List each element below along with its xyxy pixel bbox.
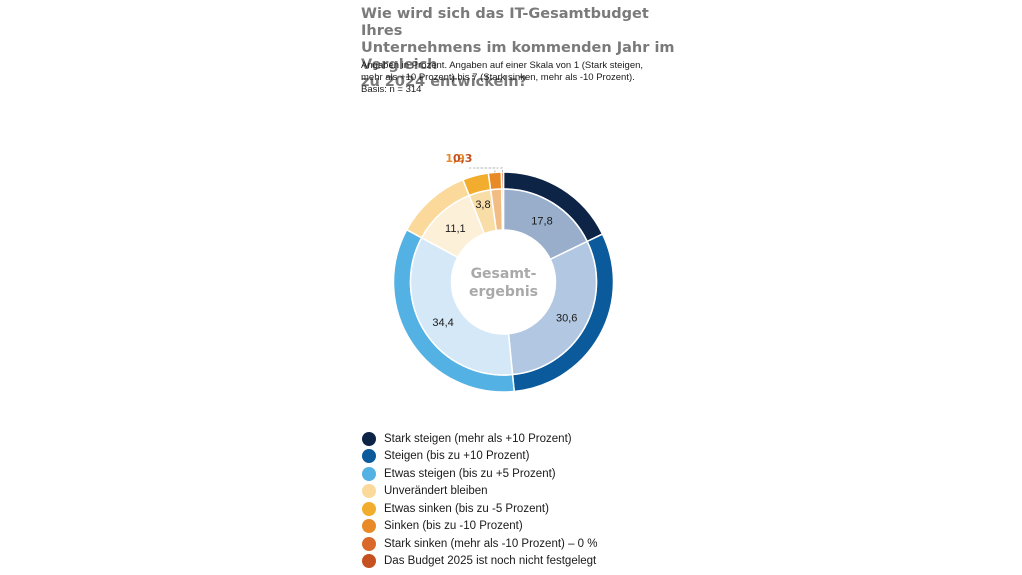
inner-ring xyxy=(409,188,598,376)
legend-swatch xyxy=(362,431,376,446)
legend-item: Etwas sinken (bis zu -5 Prozent) xyxy=(362,500,597,518)
chart-title-line: zu 2024 entwickeln? xyxy=(361,74,528,90)
outer-ring xyxy=(392,171,615,393)
legend-swatch xyxy=(362,501,376,516)
legend-item: Unverändert bleiben xyxy=(362,483,597,501)
slice-labels: 17,8 30,6 34,4 11,1 3,8 xyxy=(432,199,577,329)
legend-item: Das Budget 2025 ist noch nicht festgeleg… xyxy=(362,553,597,571)
inner-slice-das-budget-2025-ist-noch-nicht-festgelegt xyxy=(500,188,505,231)
callout-label-das-budget-2025-ist-noch-nicht-festgelegt: 0,3 xyxy=(453,152,473,165)
center-label-line-2: ergebnis xyxy=(469,284,538,300)
callout-label-sinken: 1,9 xyxy=(445,152,465,165)
legend-swatch xyxy=(362,484,376,499)
legend-swatch xyxy=(362,536,376,551)
inner-slice-steigen xyxy=(507,240,598,376)
legend-label: Etwas steigen (bis zu +5 Prozent) xyxy=(384,467,556,480)
legend-label: Steigen (bis zu +10 Prozent) xyxy=(384,450,530,463)
legend-label: Stark steigen (mehr als +10 Prozent) xyxy=(384,432,572,445)
center-label-line-1: Gesamt- xyxy=(471,266,537,282)
callout-line-sinken xyxy=(466,167,496,173)
subtitle-line: mehr als +10 Prozent) bis 7 (Stark sinke… xyxy=(361,72,635,83)
slice-label-unveraendert-bleiben: 11,1 xyxy=(445,223,466,235)
legend-item: Steigen (bis zu +10 Prozent) xyxy=(362,448,597,466)
callout-line-das-budget-2025-ist-noch-nicht-festgelegt xyxy=(474,167,503,173)
legend-label: Unverändert bleiben xyxy=(384,485,488,498)
chart-legend: Stark steigen (mehr als +10 Prozent) Ste… xyxy=(362,430,597,570)
legend-item: Stark steigen (mehr als +10 Prozent) xyxy=(362,430,597,448)
slice-label-etwas-steigen: 34,4 xyxy=(432,317,453,329)
donut-chart: 17,8 30,6 34,4 11,1 3,8 1,90,3 Gesamt- ergeb… xyxy=(392,152,615,393)
callouts: 1,90,3 xyxy=(445,152,503,173)
legend-swatch xyxy=(362,449,376,464)
legend-swatch xyxy=(362,519,376,534)
inner-slice-etwas-steigen xyxy=(409,236,514,376)
slice-label-etwas-sinken: 3,8 xyxy=(475,199,490,211)
legend-label: Etwas sinken (bis zu -5 Prozent) xyxy=(384,502,549,515)
legend-swatch xyxy=(362,466,376,481)
legend-item: Etwas steigen (bis zu +5 Prozent) xyxy=(362,465,597,483)
legend-item: Sinken (bis zu -10 Prozent) xyxy=(362,518,597,536)
chart-title-line: Unternehmens im kommenden Jahr im Vergle… xyxy=(361,40,675,73)
chart-title-line: Wie wird sich das IT-Gesamtbudget Ihres xyxy=(361,6,649,39)
legend-swatch xyxy=(362,554,376,569)
slice-label-stark-steigen: 17,8 xyxy=(531,216,552,228)
outer-slice-das-budget-2025-ist-noch-nicht-festgelegt xyxy=(500,171,505,190)
subtitle-line: Basis: n = 314 xyxy=(361,84,422,95)
subtitle-line: Angaben in Prozent. Angaben auf einer Sk… xyxy=(361,60,644,71)
chart-title: Wie wird sich das IT-Gesamtbudget Ihres … xyxy=(361,6,691,91)
legend-item: Stark sinken (mehr als -10 Prozent) – 0 … xyxy=(362,535,597,553)
chart-subtitle: Angaben in Prozent. Angaben auf einer Sk… xyxy=(361,60,661,96)
outer-slice-sinken xyxy=(487,171,503,191)
legend-label: Das Budget 2025 ist noch nicht festgeleg… xyxy=(384,555,597,568)
legend-label: Stark sinken (mehr als -10 Prozent) – 0 … xyxy=(384,537,598,550)
slice-label-steigen: 30,6 xyxy=(556,312,577,324)
legend-label: Sinken (bis zu -10 Prozent) xyxy=(384,520,523,533)
